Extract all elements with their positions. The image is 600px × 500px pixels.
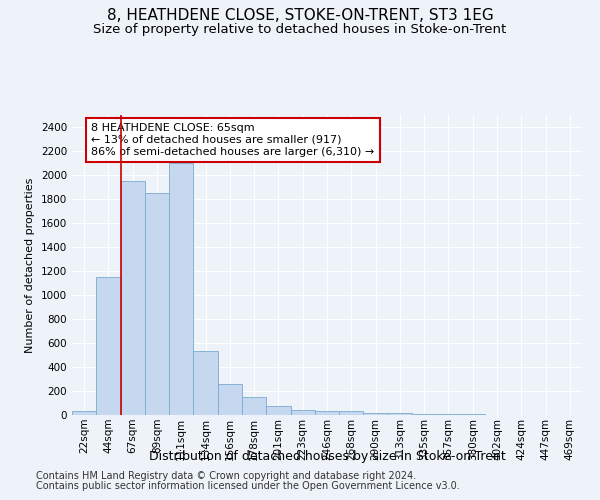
Bar xyxy=(218,384,242,415)
Text: Contains public sector information licensed under the Open Government Licence v3: Contains public sector information licen… xyxy=(36,481,460,491)
Bar xyxy=(96,277,121,415)
Bar xyxy=(339,412,364,415)
Bar xyxy=(145,193,169,415)
Bar xyxy=(169,163,193,415)
Bar xyxy=(436,414,461,415)
Bar xyxy=(72,412,96,415)
Text: 8 HEATHDENE CLOSE: 65sqm
← 13% of detached houses are smaller (917)
86% of semi-: 8 HEATHDENE CLOSE: 65sqm ← 13% of detach… xyxy=(91,124,374,156)
Bar xyxy=(121,181,145,415)
Bar xyxy=(315,411,339,415)
Text: Distribution of detached houses by size in Stoke-on-Trent: Distribution of detached houses by size … xyxy=(149,450,505,463)
Bar xyxy=(412,414,436,415)
Bar xyxy=(242,397,266,415)
Bar xyxy=(290,410,315,415)
Bar xyxy=(193,352,218,415)
Bar xyxy=(388,413,412,415)
Bar xyxy=(364,412,388,415)
Bar xyxy=(461,414,485,415)
Bar xyxy=(266,406,290,415)
Y-axis label: Number of detached properties: Number of detached properties xyxy=(25,178,35,352)
Text: Contains HM Land Registry data © Crown copyright and database right 2024.: Contains HM Land Registry data © Crown c… xyxy=(36,471,416,481)
Text: Size of property relative to detached houses in Stoke-on-Trent: Size of property relative to detached ho… xyxy=(94,22,506,36)
Text: 8, HEATHDENE CLOSE, STOKE-ON-TRENT, ST3 1EG: 8, HEATHDENE CLOSE, STOKE-ON-TRENT, ST3 … xyxy=(107,8,493,22)
